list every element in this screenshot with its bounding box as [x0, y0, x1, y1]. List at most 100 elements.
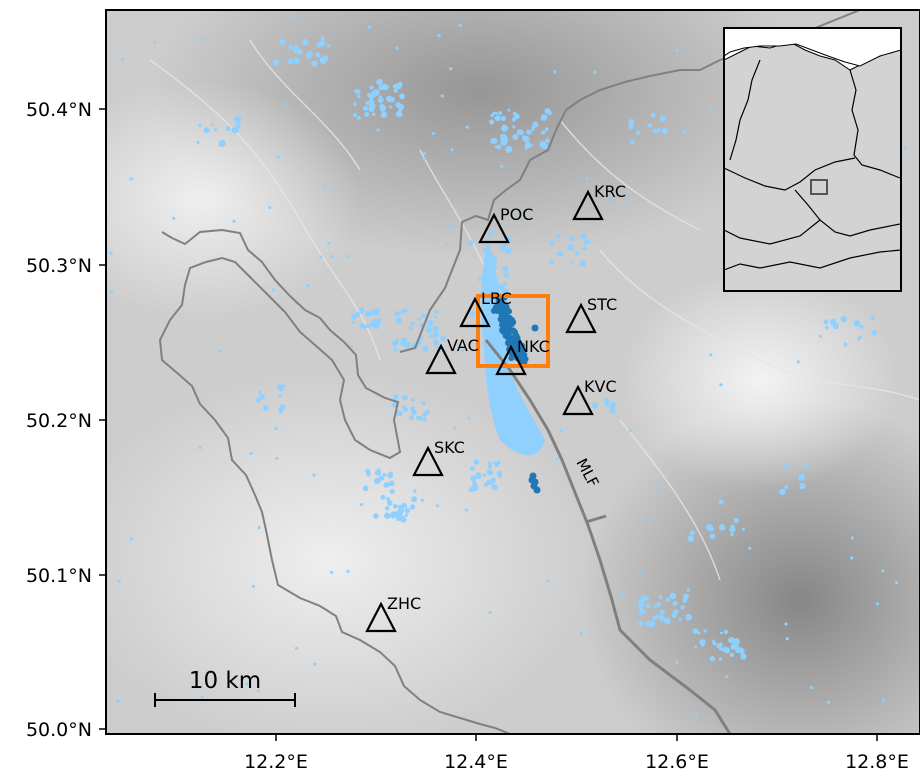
- event-marker: [259, 394, 265, 400]
- event-marker: [505, 145, 513, 153]
- event-marker: [311, 60, 318, 67]
- event-marker: [214, 128, 218, 132]
- event-marker: [492, 111, 496, 115]
- event-marker: [395, 338, 400, 343]
- event-marker: [491, 484, 498, 491]
- event-marker: [294, 646, 299, 650]
- event-marker: [483, 482, 489, 487]
- event-marker: [129, 537, 133, 542]
- event-marker: [368, 25, 372, 30]
- event-marker: [512, 111, 517, 116]
- event-marker: [258, 390, 262, 394]
- event-marker: [779, 488, 786, 496]
- y-axis: [99, 108, 106, 730]
- event-marker: [364, 111, 369, 116]
- event-marker: [621, 591, 625, 595]
- event-marker: [153, 41, 157, 45]
- event-marker: [249, 451, 253, 456]
- event-marker: [440, 94, 444, 98]
- event-marker: [413, 489, 417, 493]
- event-marker: [368, 93, 375, 100]
- event-marker: [375, 325, 380, 330]
- event-marker: [352, 113, 358, 118]
- x-tick-label: 12.4°E: [444, 751, 508, 773]
- swarm-event-marker: [508, 355, 515, 362]
- event-marker: [376, 318, 382, 324]
- event-marker: [678, 618, 682, 622]
- station-vac: VAC: [425, 336, 479, 375]
- event-marker: [388, 105, 392, 109]
- event-marker: [393, 347, 398, 352]
- event-marker: [200, 695, 204, 699]
- event-marker: [604, 400, 608, 405]
- event-marker: [268, 205, 272, 210]
- event-marker: [559, 429, 564, 433]
- event-marker: [381, 83, 388, 91]
- event-marker: [818, 334, 823, 338]
- event-marker: [490, 477, 496, 484]
- event-marker: [502, 266, 509, 273]
- event-marker: [425, 326, 433, 334]
- event-marker: [464, 508, 468, 512]
- event-marker: [408, 326, 413, 331]
- event-marker: [395, 317, 403, 324]
- swarm-event-marker: [528, 476, 536, 484]
- event-marker: [526, 129, 532, 135]
- event-marker: [251, 584, 256, 589]
- station-label: NKC: [517, 337, 550, 356]
- swarm-event-marker: [499, 327, 506, 334]
- y-tick-label: 50.4°N: [26, 99, 92, 121]
- event-marker: [593, 70, 597, 74]
- event-marker: [465, 125, 469, 129]
- event-marker: [198, 445, 202, 450]
- event-marker: [468, 240, 474, 246]
- event-marker: [274, 426, 278, 431]
- station-triangle-icon: [562, 384, 594, 416]
- y-tick-label: 50.3°N: [26, 255, 92, 277]
- inset-borders: [724, 59, 901, 271]
- event-marker: [625, 200, 629, 204]
- event-marker: [452, 426, 457, 430]
- event-marker: [422, 417, 427, 422]
- event-marker: [549, 240, 555, 246]
- event-marker: [903, 147, 907, 151]
- event-marker: [353, 89, 358, 93]
- station-label: STC: [587, 295, 617, 314]
- event-marker: [641, 595, 648, 602]
- event-marker: [330, 254, 334, 259]
- event-marker: [421, 401, 426, 406]
- event-marker: [730, 643, 737, 651]
- event-marker: [329, 570, 334, 574]
- event-marker: [256, 397, 261, 403]
- event-marker: [544, 127, 549, 132]
- event-marker: [722, 646, 728, 652]
- swarm-event-marker: [531, 324, 539, 332]
- event-marker: [500, 164, 504, 168]
- event-marker: [695, 713, 699, 717]
- event-marker: [292, 17, 296, 21]
- event-marker: [488, 461, 492, 465]
- event-marker: [404, 407, 408, 411]
- event-marker: [257, 689, 261, 693]
- station-label: KVC: [584, 377, 617, 396]
- event-marker: [635, 130, 641, 135]
- event-marker: [488, 610, 492, 615]
- event-marker: [700, 643, 705, 647]
- inset-map: [723, 27, 902, 292]
- event-marker: [694, 645, 698, 649]
- event-marker: [316, 42, 323, 48]
- event-marker: [399, 311, 403, 315]
- event-marker: [389, 96, 395, 103]
- fault-line: [484, 339, 732, 734]
- event-marker: [257, 526, 261, 530]
- event-marker: [359, 503, 364, 507]
- event-marker: [895, 580, 899, 585]
- event-marker: [417, 317, 421, 321]
- event-marker: [323, 185, 327, 189]
- event-marker: [591, 402, 598, 409]
- event-marker: [671, 612, 677, 619]
- station-stc: STC: [565, 295, 617, 334]
- event-marker: [420, 498, 424, 502]
- event-marker: [739, 649, 745, 655]
- event-marker: [397, 504, 403, 510]
